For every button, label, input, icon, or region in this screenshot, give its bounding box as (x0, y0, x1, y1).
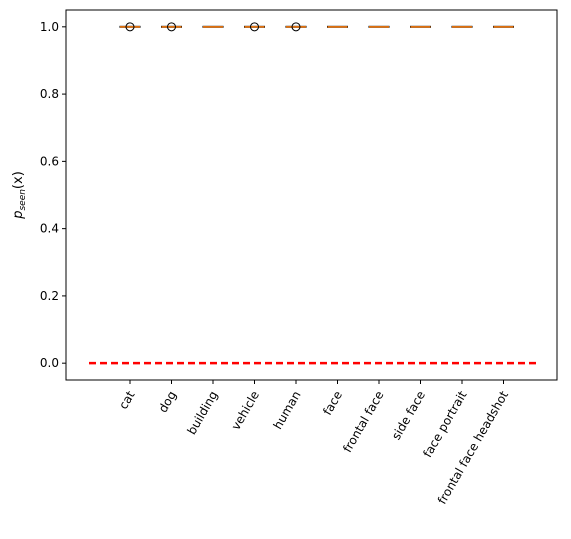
outlier-point (250, 22, 259, 32)
y-axis: 0.0 0.2 0.4 0.6 0.8 1.0 (40, 20, 66, 370)
box-building (202, 25, 224, 28)
x-tick-label: building (184, 389, 220, 438)
y-tick-label: 0.0 (40, 356, 59, 370)
x-tick-label: face (320, 389, 345, 418)
outlier-point (291, 22, 301, 32)
y-axis-label-base: p (11, 211, 26, 220)
box-frontal-face-headshot (493, 25, 514, 28)
x-tick-label: face portrait (420, 388, 469, 460)
x-tick-label: dog (156, 389, 179, 416)
y-tick-label: 0.4 (40, 222, 59, 236)
x-tick-label: frontal face (340, 389, 386, 455)
y-axis-label-subscript: seen (18, 189, 28, 211)
outlier-point (125, 22, 135, 32)
box-face-portrait (451, 25, 473, 28)
x-tick-label: vehicle (229, 389, 262, 433)
y-tick-label: 0.8 (40, 87, 59, 101)
box-face (327, 25, 348, 28)
x-tick-label: cat (116, 388, 138, 411)
plot-frame (65, 9, 558, 381)
y-tick-label: 0.2 (40, 289, 59, 303)
box-cat (119, 22, 141, 32)
plot-area (65, 9, 558, 381)
outlier-point (167, 22, 176, 32)
y-tick-label: 0.6 (40, 154, 59, 168)
y-tick-label: 1.0 (40, 20, 59, 34)
x-tick-label: side face (389, 389, 428, 443)
box-frontal-face (368, 25, 390, 28)
box-human (285, 22, 307, 32)
y-axis-label-suffix: (x) (11, 171, 26, 189)
box-side-face (410, 25, 431, 28)
y-axis-label: pseen(x) (11, 171, 28, 220)
x-tick-label: human (271, 389, 304, 432)
box-dog (161, 22, 182, 32)
box-vehicle (244, 22, 265, 32)
